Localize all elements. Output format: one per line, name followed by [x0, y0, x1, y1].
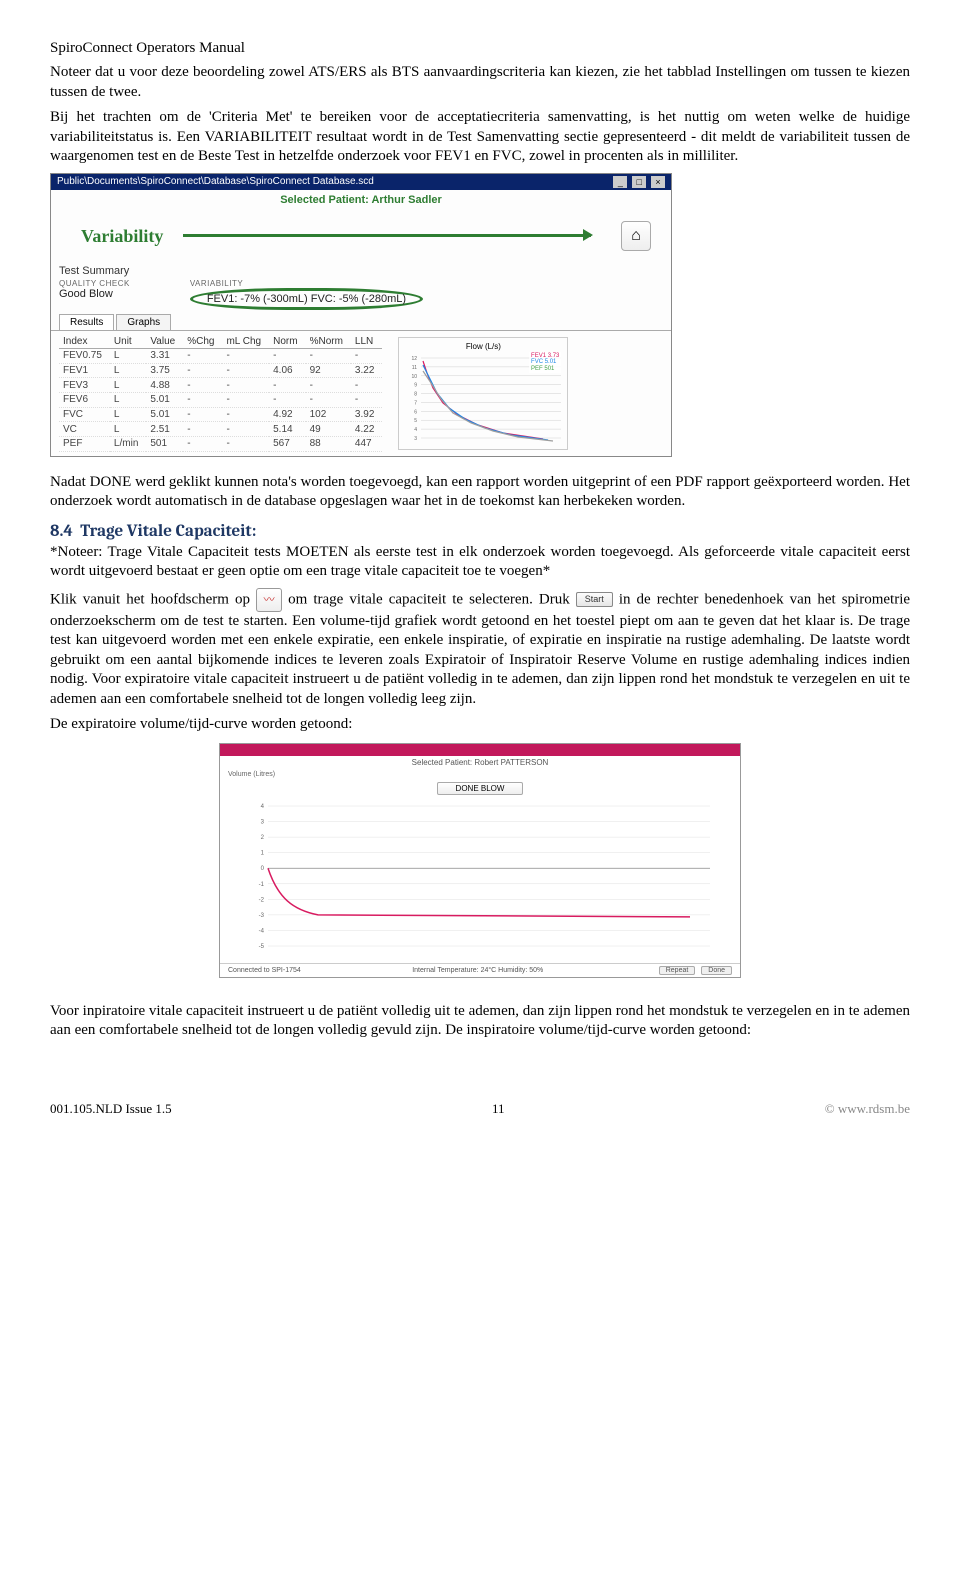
svg-text:-3: -3 [259, 912, 265, 918]
connected-status: Connected to SPI-1754 [228, 967, 301, 974]
svg-text:-5: -5 [259, 944, 265, 950]
chart-title: Flow (L/s) [403, 342, 563, 351]
table-header: Index [59, 335, 110, 349]
tab-graphs[interactable]: Graphs [116, 314, 171, 330]
variability-block: VARIABILITY FEV1: -7% (-300mL) FVC: -5% … [190, 279, 423, 310]
svg-text:4: 4 [261, 804, 265, 810]
table-row: FVCL5.01--4.921023.92 [59, 407, 382, 422]
table-header: Value [146, 335, 183, 349]
footer-right: © www.rdsm.be [825, 1101, 910, 1117]
table-header: %Chg [183, 335, 222, 349]
svg-text:7: 7 [415, 400, 418, 406]
table-header: Norm [269, 335, 305, 349]
quality-check-label: QUALITY CHECK [59, 279, 130, 288]
para5-c: in de rechter benedenhoek van het spirom… [50, 591, 910, 707]
paragraph-7: Voor inpiratoire vitale capaciteit instr… [50, 1002, 910, 1041]
section-number: 8.4 [50, 522, 73, 541]
status-bar: Connected to SPI-1754 Internal Temperatu… [220, 963, 740, 977]
svg-text:6: 6 [415, 409, 418, 415]
doc-header: SpiroConnect Operators Manual [50, 40, 910, 57]
paragraph-6: De expiratoire volume/tijd-curve worden … [50, 715, 910, 735]
svg-text:-4: -4 [259, 928, 265, 934]
spiro-wave-icon[interactable]: 〰 [256, 588, 282, 612]
svg-text:12: 12 [412, 356, 418, 362]
table-header: LLN [351, 335, 382, 349]
variability-annotation: Variability [81, 226, 163, 247]
section-8-4-heading: 8.4 Trage Vitale Capaciteit: [50, 522, 910, 541]
svg-text:-1: -1 [259, 881, 265, 887]
svg-text:5: 5 [415, 418, 418, 424]
results-table: IndexUnitValue%ChgmL ChgNorm%NormLLNFEV0… [59, 335, 382, 452]
paragraph-5: Klik vanuit het hoofdscherm op 〰 om trag… [50, 588, 910, 710]
svg-text:2: 2 [261, 835, 265, 841]
window-controls[interactable]: _ □ × [611, 176, 665, 188]
chart-legend: FEV1 3.73FVC 5.01PEF 501 [529, 352, 561, 374]
table-row: PEFL/min501--56788447 [59, 436, 382, 451]
test-summary-heading: Test Summary [51, 261, 671, 279]
done-button[interactable]: Done [701, 966, 732, 975]
table-row: FEV0.75L3.31----- [59, 349, 382, 364]
svg-text:4: 4 [415, 427, 418, 433]
volume-time-chart: 4 3 2 1 0 -1 -2 -3 -4 -5 [240, 801, 720, 953]
annotation-arrow [183, 234, 591, 257]
table-row: FEV1L3.75--4.06923.22 [59, 363, 382, 378]
close-icon[interactable]: × [651, 176, 665, 188]
footer-page: 11 [492, 1101, 505, 1117]
env-status: Internal Temperature: 24°C Humidity: 50% [412, 967, 543, 974]
svg-text:10: 10 [412, 373, 418, 379]
svg-text:9: 9 [415, 382, 418, 388]
svg-text:0: 0 [261, 866, 265, 872]
selected-patient-2: Selected Patient: Robert PATTERSON [220, 756, 740, 769]
table-header: Unit [110, 335, 146, 349]
svg-text:11: 11 [412, 364, 417, 370]
volume-time-svg: 4 3 2 1 0 -1 -2 -3 -4 -5 [240, 801, 720, 951]
table-row: FEV3L4.88----- [59, 378, 382, 393]
vol-label: Volume (Litres) [220, 769, 740, 780]
home-icon[interactable]: ⌂ [621, 221, 651, 251]
table-row: VCL2.51--5.14494.22 [59, 422, 382, 437]
window-titlebar: Public\Documents\SpiroConnect\Database\S… [51, 174, 671, 190]
footer-left: 001.105.NLD Issue 1.5 [50, 1101, 172, 1117]
screenshot-variability: Public\Documents\SpiroConnect\Database\S… [50, 173, 672, 457]
tab-results[interactable]: Results [59, 314, 114, 330]
screenshot-volume-time: Selected Patient: Robert PATTERSON Volum… [219, 743, 741, 978]
section-title: Trage Vitale Capaciteit: [80, 522, 256, 541]
selected-patient: Selected Patient: Arthur Sadler [51, 190, 671, 210]
svg-text:3: 3 [415, 436, 418, 442]
svg-text:1: 1 [261, 850, 265, 856]
svg-text:-2: -2 [259, 897, 265, 903]
page-footer: 001.105.NLD Issue 1.5 11 © www.rdsm.be [50, 1101, 910, 1117]
bottom-buttons: Repeat Done [655, 967, 732, 974]
flow-chart: Flow (L/s) FEV1 3.73FVC 5.01PEF 501 12 11… [398, 337, 568, 450]
repeat-button[interactable]: Repeat [659, 966, 696, 975]
paragraph-3: Nadat DONE werd geklikt kunnen nota's wo… [50, 473, 910, 512]
table-row: FEV6L5.01----- [59, 392, 382, 407]
svg-text:3: 3 [261, 819, 265, 825]
result-tabs: Results Graphs [51, 314, 671, 330]
paragraph-2: Bij het trachten om de 'Criteria Met' te… [50, 108, 910, 167]
paragraph-1: Noteer dat u voor deze beoordeling zowel… [50, 63, 910, 102]
start-button[interactable]: Start [576, 592, 613, 608]
minimize-icon[interactable]: _ [613, 176, 627, 188]
quality-check-value: Good Blow [59, 288, 130, 300]
variability-value-circled: FEV1: -7% (-300mL) FVC: -5% (-280mL) [190, 288, 423, 310]
variability-label-small: VARIABILITY [190, 279, 423, 288]
table-header: mL Chg [222, 335, 269, 349]
para5-b: om trage vitale capaciteit te selecteren… [288, 591, 576, 607]
pink-titlebar [220, 744, 740, 756]
svg-text:8: 8 [415, 391, 418, 397]
maximize-icon[interactable]: □ [632, 176, 646, 188]
table-header: %Norm [306, 335, 351, 349]
quality-check-block: QUALITY CHECK Good Blow [59, 279, 130, 310]
paragraph-4: *Noteer: Trage Vitale Capaciteit tests M… [50, 543, 910, 582]
para5-a: Klik vanuit het hoofdscherm op [50, 591, 256, 607]
window-path: Public\Documents\SpiroConnect\Database\S… [57, 176, 374, 187]
done-blow-button[interactable]: DONE BLOW [437, 782, 524, 795]
